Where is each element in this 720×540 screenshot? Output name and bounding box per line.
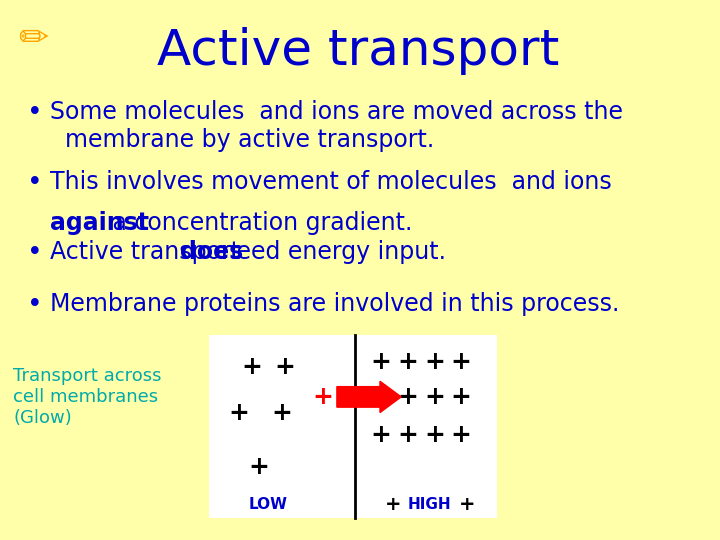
Text: ✏: ✏ <box>18 22 48 56</box>
FancyArrow shape <box>337 381 401 413</box>
Text: a concentration gradient.: a concentration gradient. <box>105 211 412 234</box>
Text: +: + <box>397 350 418 374</box>
Text: •: • <box>27 292 42 318</box>
Text: +: + <box>248 455 269 479</box>
Text: Active transport: Active transport <box>50 240 248 264</box>
Text: +: + <box>371 350 392 374</box>
Text: +: + <box>397 385 418 409</box>
Text: Active transport: Active transport <box>157 27 559 75</box>
Text: +: + <box>385 495 402 515</box>
Text: +: + <box>371 385 392 409</box>
Text: Transport across
cell membranes
(Glow): Transport across cell membranes (Glow) <box>13 367 162 427</box>
Text: •: • <box>27 100 42 126</box>
Text: +: + <box>424 350 445 374</box>
Text: +: + <box>459 495 476 515</box>
Text: This involves movement of molecules  and ions: This involves movement of molecules and … <box>50 170 611 194</box>
Text: +: + <box>424 385 445 409</box>
Text: +: + <box>451 423 472 447</box>
Text: +: + <box>371 423 392 447</box>
Text: +: + <box>228 401 249 425</box>
Text: need energy input.: need energy input. <box>214 240 446 264</box>
Text: HIGH: HIGH <box>408 497 451 512</box>
Text: +: + <box>424 423 445 447</box>
Text: against: against <box>50 211 149 234</box>
Text: +: + <box>312 385 333 409</box>
Text: •: • <box>27 170 42 196</box>
Text: •: • <box>27 240 42 266</box>
Text: +: + <box>275 355 296 379</box>
Text: +: + <box>397 423 418 447</box>
Text: LOW: LOW <box>249 497 288 512</box>
Text: +: + <box>451 350 472 374</box>
Text: does: does <box>181 240 243 264</box>
Text: Some molecules  and ions are moved across the
  membrane by active transport.: Some molecules and ions are moved across… <box>50 100 623 152</box>
Text: +: + <box>271 401 292 425</box>
Text: +: + <box>241 355 262 379</box>
Text: +: + <box>451 385 472 409</box>
Text: Membrane proteins are involved in this process.: Membrane proteins are involved in this p… <box>50 292 619 315</box>
Bar <box>209 335 498 518</box>
